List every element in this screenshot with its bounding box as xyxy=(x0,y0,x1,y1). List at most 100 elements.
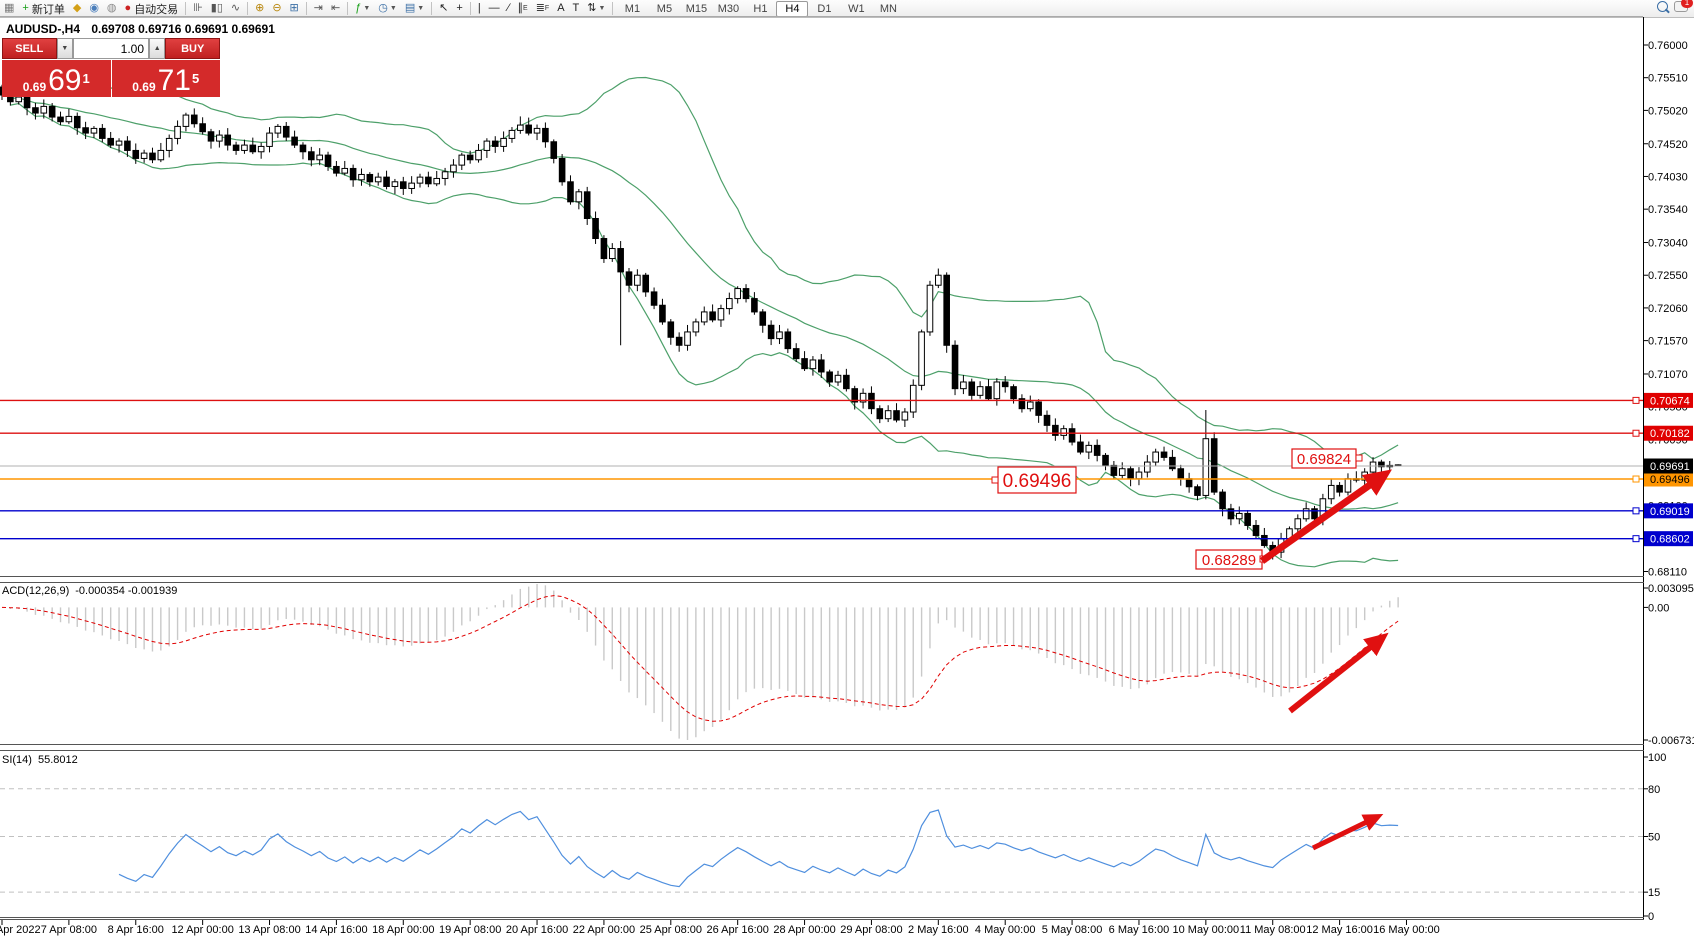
macd-indicator xyxy=(1,584,1399,740)
timeframe-button-w1[interactable]: W1 xyxy=(848,2,865,15)
svg-text:7 Apr 08:00: 7 Apr 08:00 xyxy=(41,924,97,936)
chart-window-icon: ▦ xyxy=(4,2,15,14)
svg-text:0.68602: 0.68602 xyxy=(1650,534,1690,546)
svg-text:0.73540: 0.73540 xyxy=(1648,204,1688,216)
signal-icon: ◍ xyxy=(106,2,117,14)
svg-text:6 May 16:00: 6 May 16:00 xyxy=(1109,924,1170,936)
zoom-in-icon[interactable]: ⊕ xyxy=(251,1,268,16)
sell-button[interactable]: SELL xyxy=(2,38,57,59)
equidistant-channel-icon[interactable]: ∥ E xyxy=(514,1,532,16)
resistance-line-1[interactable] xyxy=(0,396,1643,404)
price-note-high[interactable]: 0.69824 xyxy=(1291,448,1363,469)
autotrade-button[interactable]: ● 自动交易 xyxy=(121,1,183,16)
svg-text:0.72060: 0.72060 xyxy=(1648,303,1688,315)
horizontal-line-icon[interactable]: — xyxy=(485,1,504,16)
vertical-line-icon[interactable]: | xyxy=(474,1,485,16)
chart-window-icon[interactable]: ▦ xyxy=(0,1,18,16)
search-icon[interactable] xyxy=(1657,1,1668,12)
periods-icon[interactable]: ◷ ▼ xyxy=(374,1,401,16)
fibonacci-icon[interactable]: ≣ F xyxy=(532,1,554,16)
notifications-icon[interactable]: 1 xyxy=(1674,0,1693,12)
templates-icon-caret[interactable]: ▼ xyxy=(417,5,425,12)
support-line-2[interactable] xyxy=(0,535,1643,543)
timeframe-button-m30[interactable]: M30 xyxy=(717,2,740,15)
svg-text:0.69496: 0.69496 xyxy=(1650,474,1690,486)
rsi-title-label: SI(14) xyxy=(2,754,32,766)
buy-price-prefix: 0.69 xyxy=(132,80,156,94)
price-note-low[interactable]: 0.68289 xyxy=(1195,549,1267,570)
timeframe-button-m15[interactable]: M15 xyxy=(685,2,708,15)
chart-shift-icon[interactable]: ⇤ xyxy=(327,1,344,16)
buy-price-display[interactable]: 0.69 71 5 xyxy=(111,60,220,97)
svg-text:0.70674: 0.70674 xyxy=(1650,395,1690,407)
trendline-icon: ∕ xyxy=(507,2,510,14)
toolbar-separator xyxy=(305,2,307,15)
timeframe-button-mn[interactable]: MN xyxy=(879,2,897,15)
svg-text:0.74030: 0.74030 xyxy=(1648,171,1688,183)
sell-price-prefix: 0.69 xyxy=(22,80,47,94)
arrows-tool-icon-caret[interactable]: ▼ xyxy=(598,5,606,12)
signal-icon[interactable]: ◍ xyxy=(103,1,121,16)
text-icon[interactable]: A xyxy=(553,1,568,16)
tile-windows-icon: ⊞ xyxy=(289,2,299,14)
zoom-in-icon: ⊕ xyxy=(255,2,265,14)
svg-text:80: 80 xyxy=(1648,784,1660,796)
timeframe-button-m1[interactable]: M1 xyxy=(624,2,641,15)
pivot-line[interactable] xyxy=(0,475,1643,483)
trend-arrow-main[interactable] xyxy=(1259,469,1393,564)
volume-decrease-button[interactable]: ▼ xyxy=(56,38,73,59)
cursor-icon[interactable]: ↖ xyxy=(435,1,452,16)
pivot-line-price-label: 0.69496 xyxy=(1644,471,1693,487)
rsi-line xyxy=(118,809,1399,888)
svg-text:22 Apr 00:00: 22 Apr 00:00 xyxy=(573,924,635,936)
trend-arrow-macd[interactable] xyxy=(1288,632,1389,714)
gold-icon[interactable]: ◆ xyxy=(69,1,85,16)
zoom-out-icon[interactable]: ⊖ xyxy=(268,1,285,16)
crosshair-icon[interactable]: + xyxy=(452,1,466,16)
rsi-value: 55.8012 xyxy=(37,754,78,766)
toolbar-separator xyxy=(247,2,249,15)
auto-scroll-icon[interactable]: ⇥ xyxy=(310,1,327,16)
svg-text:16 May 00:00: 16 May 00:00 xyxy=(1373,924,1440,936)
templates-icon[interactable]: ▤ ▼ xyxy=(401,1,428,16)
toolbar-separator xyxy=(469,2,471,15)
toolbar-separator xyxy=(431,2,433,15)
text-label-icon[interactable]: T xyxy=(569,1,584,16)
main-chart-plot xyxy=(0,76,1402,568)
periods-icon-caret[interactable]: ▼ xyxy=(389,5,397,12)
resistance-line-2[interactable] xyxy=(0,429,1643,437)
line-chart-icon[interactable]: ∿ xyxy=(227,1,244,16)
trendline-icon[interactable]: ∕ xyxy=(504,1,514,16)
templates-icon: ▤ xyxy=(404,2,416,14)
rsi-indicator xyxy=(0,788,1643,893)
volume-input[interactable] xyxy=(73,38,149,59)
timeframe-button-h4[interactable]: H4 xyxy=(776,0,809,17)
svg-text:4 May 00:00: 4 May 00:00 xyxy=(975,924,1036,936)
bar-chart-icon[interactable]: ⊪ xyxy=(189,1,207,16)
arrows-tool-icon: ⇅ xyxy=(587,2,597,14)
community-icon[interactable]: ◉ xyxy=(85,1,103,16)
new-order-button[interactable]: + 新订单 xyxy=(18,1,68,16)
support-line-1-price-label: 0.69019 xyxy=(1644,503,1693,519)
timeframe-button-h1[interactable]: H1 xyxy=(753,2,768,15)
cursor-icon: ↖ xyxy=(439,2,449,14)
arrows-tool-icon[interactable]: ⇅ ▼ xyxy=(583,1,609,16)
buy-button[interactable]: BUY xyxy=(165,38,220,59)
volume-increase-button[interactable]: ▲ xyxy=(149,38,166,59)
symbol-period-label: AUDUSD-,H4 xyxy=(6,22,81,36)
sell-price-pip: 1 xyxy=(82,71,90,86)
indicators-icon-caret[interactable]: ▼ xyxy=(363,5,371,12)
timeframe-button-m5[interactable]: M5 xyxy=(656,2,673,15)
sell-price-display[interactable]: 0.69 69 1 xyxy=(2,60,111,97)
tile-windows-icon[interactable]: ⊞ xyxy=(286,1,303,16)
timeframe-button-d1[interactable]: D1 xyxy=(817,2,832,15)
indicators-icon[interactable]: ƒ ▼ xyxy=(351,1,374,16)
support-line-1[interactable] xyxy=(0,507,1643,515)
price-note-mid[interactable]: 0.69496 xyxy=(991,466,1077,494)
svg-text:25 Apr 08:00: 25 Apr 08:00 xyxy=(640,924,702,936)
macd-title-label: ACD(12,26,9) xyxy=(2,585,70,597)
candlestick-chart-icon[interactable]: ▮▯ xyxy=(207,1,227,16)
trend-arrow-rsi[interactable] xyxy=(1311,813,1384,851)
